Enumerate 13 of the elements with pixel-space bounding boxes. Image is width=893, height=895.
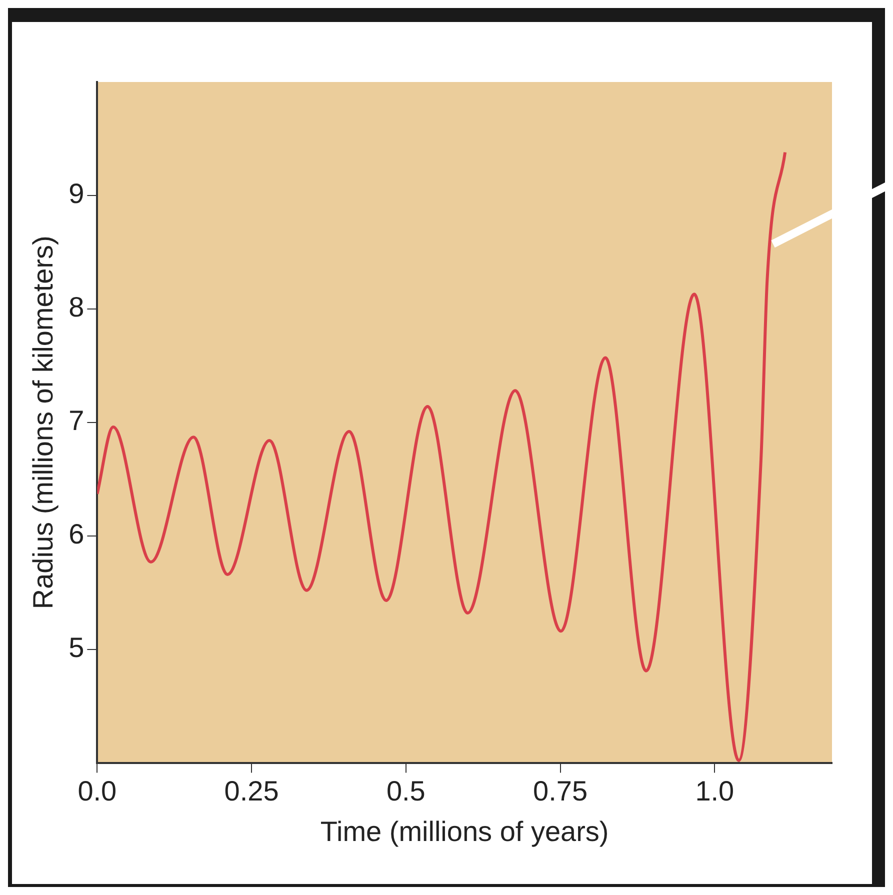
y-axis-title: Radius (millions of kilometers) [28, 236, 59, 610]
x-tick-label: 0.5 [386, 775, 426, 806]
y-tick-label: 9 [68, 178, 84, 210]
x-axis-title: Time (millions of years) [320, 816, 609, 847]
y-tick-label: 5 [68, 632, 84, 664]
line-series [97, 150, 787, 762]
y-tick-label: 8 [68, 292, 84, 323]
x-tick-label: 0.0 [78, 775, 117, 806]
y-tick-label: 6 [68, 518, 84, 550]
x-tick-label: 1.0 [695, 775, 734, 806]
x-tick-label: 0.25 [224, 775, 279, 806]
x-tick-label: 0.75 [533, 775, 588, 806]
y-tick-label: 7 [68, 405, 84, 436]
